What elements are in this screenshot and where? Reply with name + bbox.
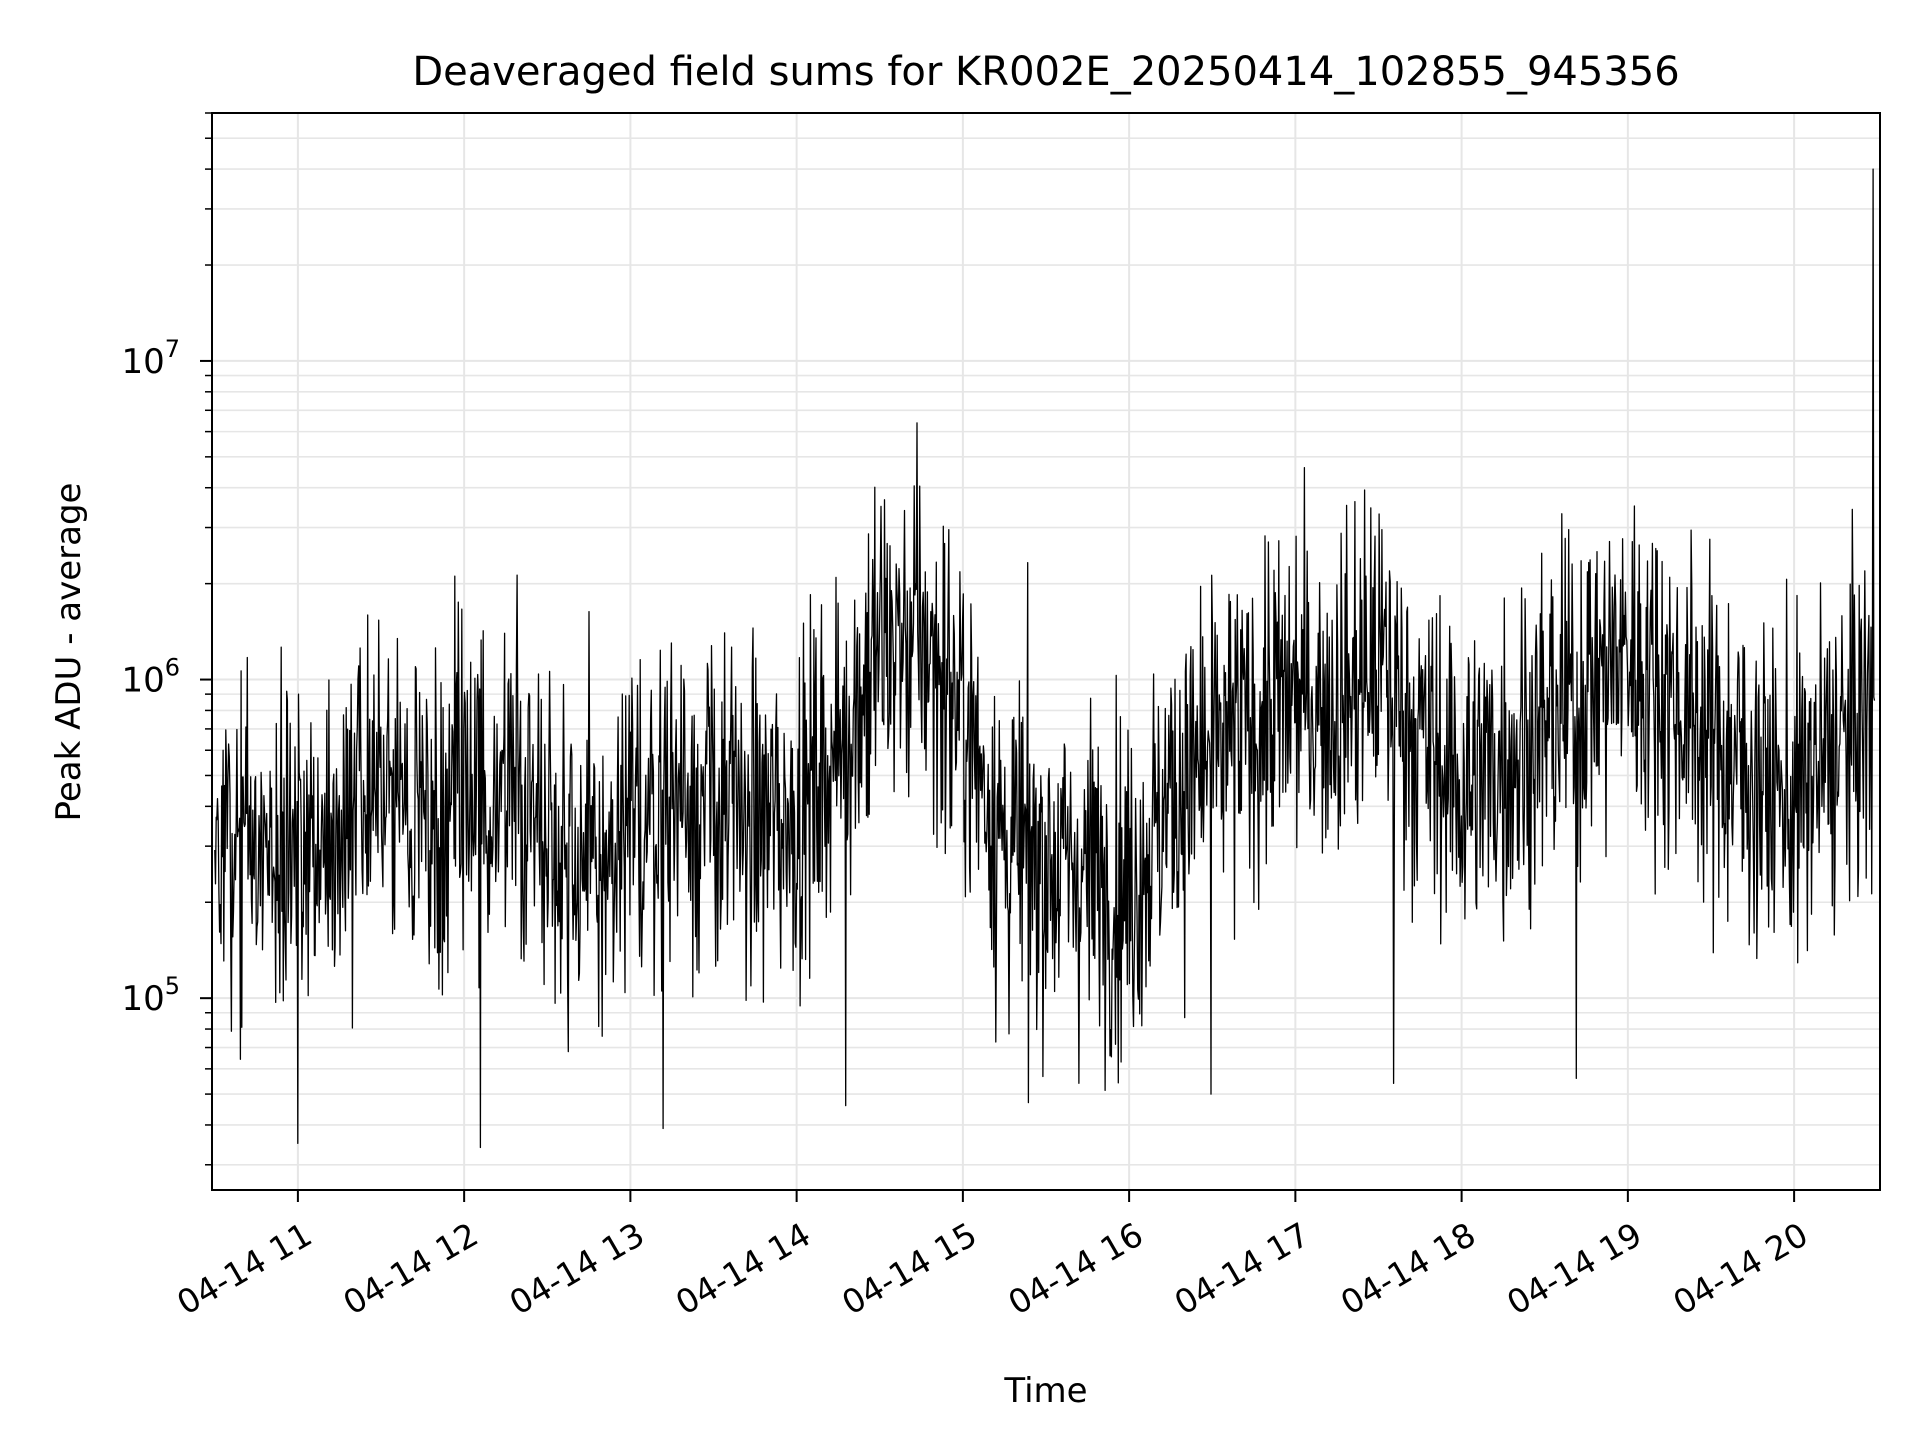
chart-title: Deaveraged field sums for KR002E_2025041…: [412, 49, 1679, 95]
y-tick-label: 107: [121, 335, 180, 382]
data-layer: [214, 168, 1876, 1149]
y-tick-label: 106: [121, 654, 180, 701]
x-axis-label: Time: [1003, 1371, 1087, 1411]
y-axis-label: Peak ADU - average: [49, 483, 89, 822]
y-axis: 105 106 107: [121, 112, 212, 1166]
series-line: [214, 168, 1876, 1149]
y-tick-label: 105: [121, 972, 180, 1019]
plot-frame: [211, 112, 1881, 1191]
